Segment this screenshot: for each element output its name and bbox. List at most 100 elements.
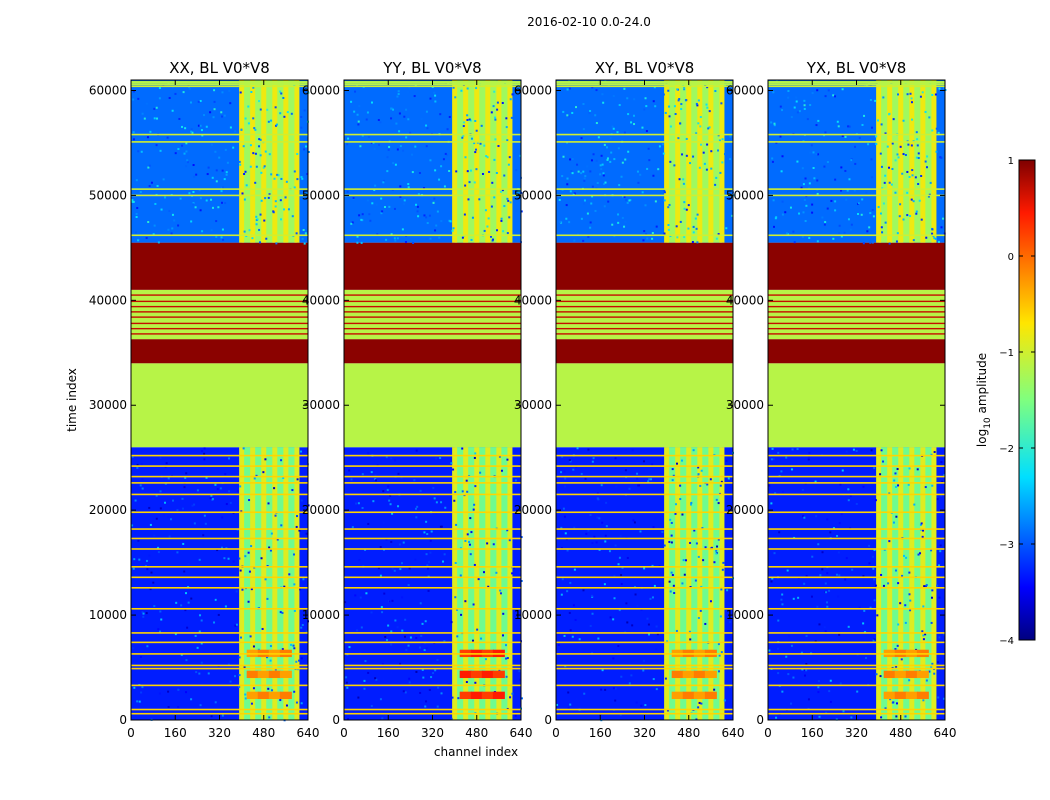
- noise-speckle: [684, 559, 687, 562]
- noise-speckle: [494, 118, 497, 121]
- noise-speckle: [925, 236, 928, 239]
- noise-speckle: [591, 542, 594, 545]
- noise-speckle: [439, 456, 442, 459]
- noise-speckle: [699, 609, 702, 612]
- noise-speckle: [828, 589, 831, 592]
- noise-speckle: [255, 165, 258, 168]
- noise-speckle: [360, 218, 363, 221]
- noise-speckle: [880, 226, 883, 229]
- noise-speckle: [816, 179, 819, 182]
- noise-speckle: [197, 100, 200, 103]
- noise-speckle: [897, 484, 900, 487]
- noise-speckle: [895, 665, 898, 668]
- noise-speckle: [300, 657, 303, 660]
- noise-speckle: [692, 225, 695, 228]
- noise-speckle: [683, 573, 686, 576]
- y-tick-label: 0: [119, 713, 127, 727]
- noise-speckle: [695, 102, 698, 105]
- noise-speckle: [152, 581, 155, 584]
- noise-speckle: [707, 127, 710, 130]
- noise-speckle: [404, 691, 407, 694]
- noise-speckle: [661, 143, 664, 146]
- noise-speckle: [346, 143, 349, 146]
- noise-speckle: [582, 170, 585, 173]
- noise-speckle: [770, 490, 773, 493]
- noise-speckle: [436, 705, 439, 708]
- noise-speckle: [134, 499, 137, 502]
- noise-speckle: [515, 169, 518, 172]
- noise-speckle: [599, 164, 602, 167]
- noise-speckle: [646, 617, 649, 620]
- noise-speckle: [148, 506, 151, 509]
- noise-speckle: [364, 548, 367, 551]
- noise-speckle: [847, 499, 850, 502]
- noise-speckle: [825, 601, 828, 604]
- noise-speckle: [168, 535, 171, 538]
- noise-speckle: [887, 582, 890, 585]
- noise-speckle: [560, 526, 563, 529]
- noise-speckle: [355, 502, 358, 505]
- noise-speckle: [854, 162, 857, 165]
- noise-speckle: [184, 127, 187, 130]
- noise-speckle: [701, 527, 704, 530]
- noise-speckle: [519, 678, 522, 681]
- noise-speckle: [888, 540, 891, 543]
- y-axis-label: time index: [65, 368, 79, 432]
- noise-speckle: [924, 160, 927, 163]
- rfi-hotspot: [279, 691, 292, 700]
- noise-speckle: [901, 574, 904, 577]
- noise-speckle: [685, 208, 688, 211]
- rfi-channel-line: [474, 447, 480, 720]
- noise-speckle: [221, 115, 224, 118]
- noise-speckle: [776, 647, 779, 650]
- noise-speckle: [256, 218, 259, 221]
- noise-speckle: [179, 197, 182, 200]
- time-stripe: [344, 667, 521, 670]
- noise-speckle: [811, 92, 814, 95]
- noise-speckle: [563, 634, 566, 637]
- noise-speckle: [717, 233, 720, 236]
- rfi-channel-line: [697, 80, 703, 243]
- noise-speckle: [469, 517, 472, 520]
- rfi-hotspot: [905, 691, 918, 700]
- noise-speckle: [715, 552, 718, 555]
- noise-speckle: [838, 522, 841, 525]
- noise-speckle: [679, 484, 682, 487]
- noise-speckle: [132, 131, 135, 134]
- colorbar-tick-label: −4: [999, 636, 1014, 647]
- time-stripe: [131, 653, 308, 655]
- noise-speckle: [909, 609, 912, 612]
- noise-speckle: [189, 101, 192, 104]
- noise-speckle: [612, 618, 615, 621]
- noise-speckle: [631, 624, 634, 627]
- time-stripe: [768, 607, 945, 610]
- noise-speckle: [400, 562, 403, 565]
- noise-speckle: [280, 524, 283, 527]
- noise-speckle: [641, 126, 644, 129]
- noise-speckle: [265, 656, 268, 659]
- noise-speckle: [861, 123, 864, 126]
- rfi-hotspot: [905, 670, 918, 679]
- noise-speckle: [575, 698, 578, 701]
- noise-speckle: [571, 172, 574, 175]
- noise-speckle: [469, 553, 472, 556]
- noise-speckle: [922, 529, 925, 532]
- noise-speckle: [414, 145, 417, 148]
- noise-speckle: [190, 597, 193, 600]
- noise-speckle: [216, 488, 219, 491]
- noise-speckle: [920, 174, 923, 177]
- noise-speckle: [131, 524, 134, 527]
- noise-speckle: [225, 503, 228, 506]
- noise-speckle: [724, 564, 727, 567]
- noise-speckle: [241, 192, 244, 195]
- noise-speckle: [857, 213, 860, 216]
- noise-speckle: [388, 205, 391, 208]
- noise-speckle: [936, 584, 939, 587]
- noise-speckle: [891, 167, 894, 170]
- noise-speckle: [185, 165, 188, 168]
- noise-speckle: [612, 657, 615, 660]
- noise-speckle: [418, 172, 421, 175]
- noise-speckle: [216, 549, 219, 552]
- noise-speckle: [868, 544, 871, 547]
- noise-speckle: [583, 199, 586, 202]
